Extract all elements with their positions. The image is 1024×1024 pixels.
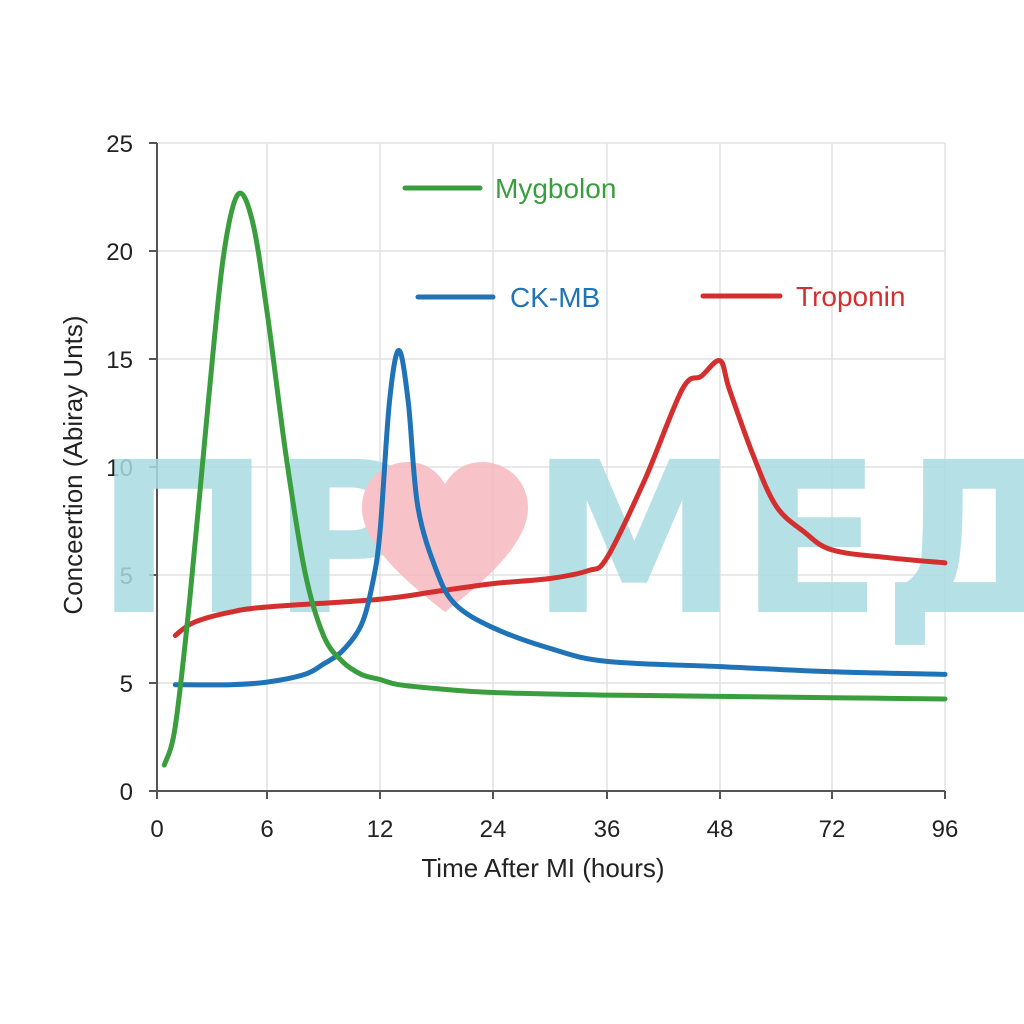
x-tick-label: 12 (367, 816, 394, 843)
x-tick-label: 72 (819, 816, 846, 843)
x-tick-label: 96 (932, 816, 959, 843)
x-tick-label: 48 (707, 816, 734, 843)
y-tick-label: 5 (120, 563, 133, 590)
x-axis-label: Time After MI (hours) (421, 853, 664, 883)
legend-label-mygbolon: Mygbolon (495, 173, 616, 204)
watermark-right-text: МЕД (530, 417, 1024, 662)
watermark: ПР МЕД (95, 417, 1024, 662)
watermark-left-text: ПР (95, 417, 425, 662)
legend: Mygbolon CK-MB Troponin (402, 173, 905, 313)
heart-icon (362, 462, 528, 612)
grid (157, 142, 946, 791)
x-tick-label: 0 (150, 816, 163, 843)
y-tick-label: 25 (106, 131, 133, 158)
y-tick-label: 20 (106, 239, 133, 266)
series-line-ck-mb (172, 347, 948, 688)
series-line-troponin (172, 358, 948, 638)
y-tick-label: 5 (120, 671, 133, 698)
y-tick-label: 0 (120, 779, 133, 806)
y-axis-label: Conceertion (Abiray Unts) (58, 315, 88, 614)
series-lines (161, 190, 948, 768)
legend-label-troponin: Troponin (796, 281, 905, 312)
series-line-mygbolon (161, 190, 948, 768)
y-tick-label: 10 (106, 455, 133, 482)
legend-label-ck-mb: CK-MB (510, 282, 600, 313)
y-tick-label: 15 (106, 347, 133, 374)
x-axis-ticks: 0 6 12 24 36 48 72 96 (150, 791, 958, 843)
x-tick-label: 24 (480, 816, 507, 843)
x-tick-label: 6 (260, 816, 273, 843)
x-tick-label: 36 (594, 816, 621, 843)
y-axis-ticks: 0 5 5 10 15 20 25 (106, 131, 157, 806)
